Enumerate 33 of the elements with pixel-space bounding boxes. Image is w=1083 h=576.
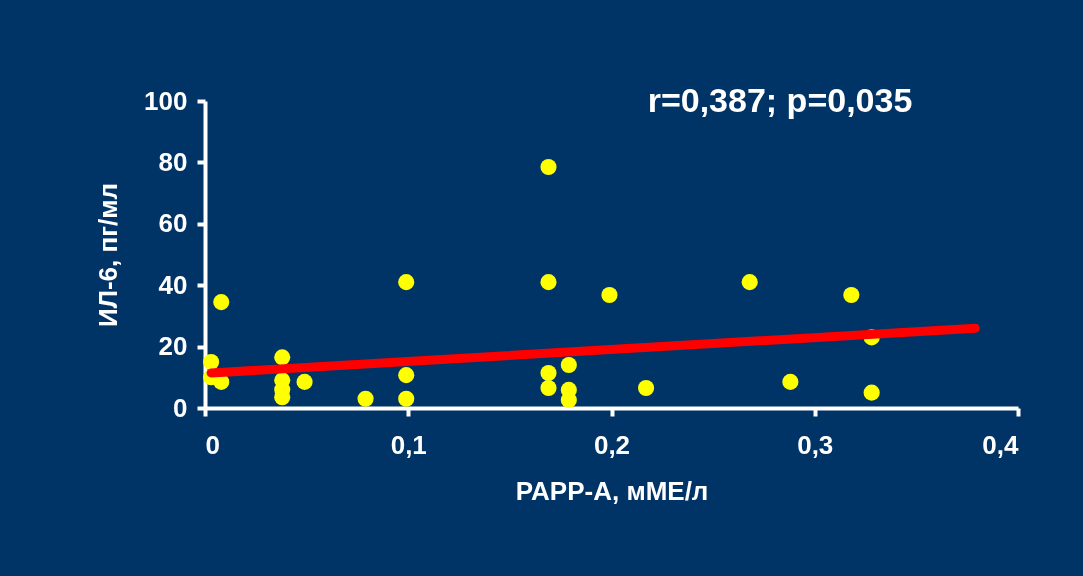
point [843, 286, 860, 304]
y-tick-label: 100 [144, 85, 188, 116]
point [782, 373, 799, 390]
point [203, 353, 220, 370]
y-tick-label: 40 [158, 269, 188, 300]
point [601, 286, 618, 304]
point [296, 373, 313, 390]
point [637, 380, 655, 397]
y-tick-label: 0 [173, 392, 188, 423]
point [398, 274, 415, 291]
point [398, 367, 415, 384]
annotation: r=0,387; p=0,035 [647, 81, 913, 119]
point [213, 294, 230, 311]
x-tick-label: 0 [205, 429, 220, 460]
y-axis-title: ИЛ-6, пг/мл [93, 182, 124, 328]
x-tick-label: 0,2 [593, 429, 631, 460]
x-tick-label: 0,3 [797, 429, 834, 460]
x-tick-label: 0,1 [390, 429, 427, 460]
point [863, 384, 880, 401]
point [357, 390, 374, 407]
x-axis-title: PAPP-A, мМЕ/л [515, 475, 709, 506]
y-tick-label: 80 [158, 146, 188, 177]
point [560, 356, 577, 374]
point [274, 349, 291, 366]
point [741, 274, 758, 291]
point [540, 380, 557, 397]
x-tick-label: 0,4 [982, 429, 1020, 460]
point [540, 158, 557, 176]
y-tick-label: 60 [158, 208, 188, 239]
point [540, 274, 557, 291]
point [540, 364, 557, 382]
point [398, 390, 415, 407]
y-tick-label: 20 [158, 331, 188, 362]
